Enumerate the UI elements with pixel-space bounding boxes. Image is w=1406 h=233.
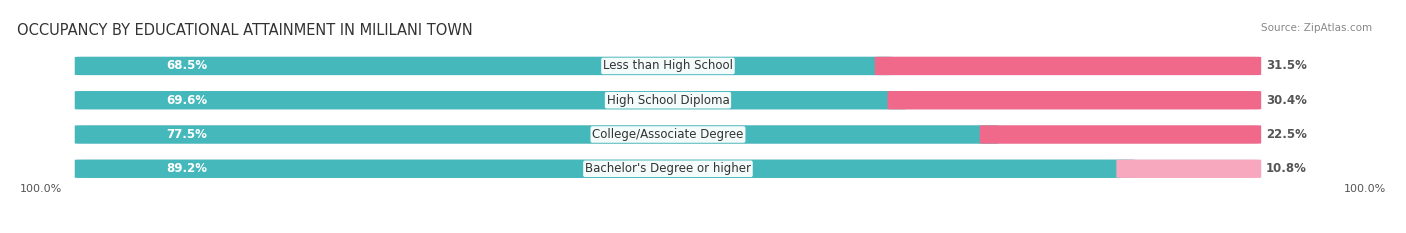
Text: 100.0%: 100.0% [20, 184, 62, 194]
Text: College/Associate Degree: College/Associate Degree [592, 128, 744, 141]
FancyBboxPatch shape [75, 91, 1261, 110]
FancyBboxPatch shape [75, 57, 893, 75]
Text: 31.5%: 31.5% [1265, 59, 1306, 72]
Text: 10.8%: 10.8% [1265, 162, 1306, 175]
Text: 89.2%: 89.2% [166, 162, 207, 175]
FancyBboxPatch shape [887, 91, 1261, 110]
FancyBboxPatch shape [75, 125, 998, 144]
Text: 100.0%: 100.0% [1344, 184, 1386, 194]
Text: Bachelor's Degree or higher: Bachelor's Degree or higher [585, 162, 751, 175]
Text: 30.4%: 30.4% [1265, 94, 1306, 107]
FancyBboxPatch shape [75, 160, 1135, 178]
FancyBboxPatch shape [875, 57, 1261, 75]
FancyBboxPatch shape [980, 125, 1261, 144]
Text: Source: ZipAtlas.com: Source: ZipAtlas.com [1261, 23, 1372, 33]
Text: High School Diploma: High School Diploma [606, 94, 730, 107]
FancyBboxPatch shape [75, 160, 1261, 178]
Text: 69.6%: 69.6% [166, 94, 207, 107]
FancyBboxPatch shape [1116, 160, 1261, 178]
Text: 22.5%: 22.5% [1265, 128, 1306, 141]
Text: OCCUPANCY BY EDUCATIONAL ATTAINMENT IN MILILANI TOWN: OCCUPANCY BY EDUCATIONAL ATTAINMENT IN M… [17, 23, 472, 38]
Text: 77.5%: 77.5% [166, 128, 207, 141]
FancyBboxPatch shape [75, 91, 907, 110]
Text: 68.5%: 68.5% [166, 59, 207, 72]
FancyBboxPatch shape [75, 125, 1261, 144]
Text: Less than High School: Less than High School [603, 59, 733, 72]
FancyBboxPatch shape [75, 57, 1261, 75]
